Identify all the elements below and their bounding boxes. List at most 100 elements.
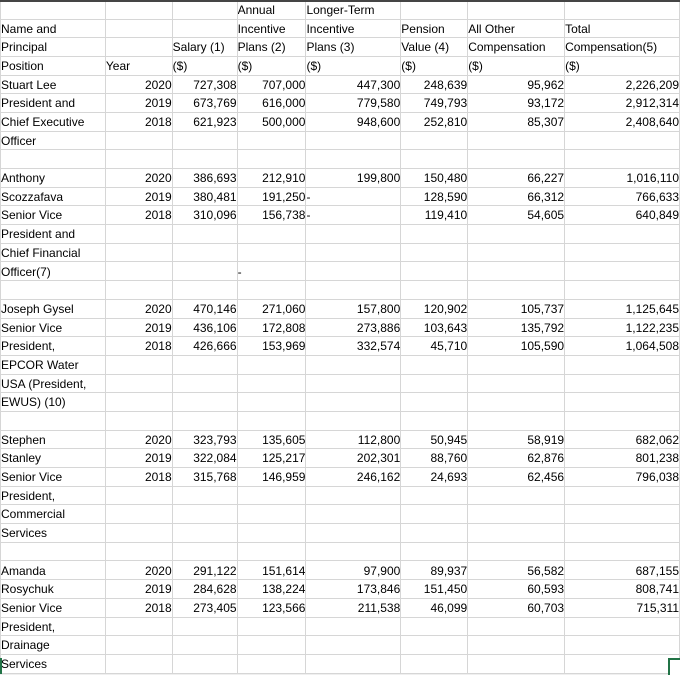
cell[interactable]: Year xyxy=(105,56,173,76)
cell[interactable]: - xyxy=(305,205,402,226)
cell[interactable] xyxy=(564,261,680,282)
cell[interactable]: Stuart Lee xyxy=(0,75,106,95)
cell[interactable] xyxy=(305,504,402,525)
cell[interactable]: 151,450 xyxy=(400,579,469,599)
cell[interactable]: - xyxy=(237,261,307,282)
cell[interactable]: 88,760 xyxy=(400,448,469,468)
cell[interactable] xyxy=(172,392,238,412)
cell[interactable] xyxy=(105,654,173,674)
cell[interactable] xyxy=(305,411,402,431)
cell[interactable] xyxy=(564,523,680,543)
cell[interactable]: 95,962 xyxy=(467,75,566,95)
cell[interactable] xyxy=(467,374,566,394)
cell[interactable] xyxy=(305,486,402,506)
cell[interactable] xyxy=(467,224,566,244)
cell[interactable]: 2020 xyxy=(105,75,173,95)
cell[interactable]: Scozzafava xyxy=(0,187,106,207)
cell[interactable] xyxy=(564,149,680,169)
cell[interactable]: 682,062 xyxy=(564,430,680,450)
cell[interactable] xyxy=(400,635,469,655)
cell[interactable] xyxy=(400,411,469,431)
cell[interactable] xyxy=(564,224,680,244)
cell[interactable] xyxy=(305,617,402,637)
cell[interactable]: 50,945 xyxy=(400,430,469,450)
cell[interactable]: 135,605 xyxy=(237,430,307,450)
cell[interactable]: 202,301 xyxy=(305,448,402,468)
cell[interactable]: Chief Financial xyxy=(0,243,106,263)
cell[interactable] xyxy=(237,542,307,562)
cell[interactable] xyxy=(172,2,238,20)
cell[interactable]: Pension xyxy=(400,19,469,39)
cell[interactable]: 105,590 xyxy=(467,336,566,356)
cell[interactable] xyxy=(237,523,307,543)
cell[interactable]: 380,481 xyxy=(172,187,238,207)
cell[interactable]: 62,876 xyxy=(467,448,566,468)
cell[interactable]: Joseph Gysel xyxy=(0,299,106,319)
cell[interactable]: 157,800 xyxy=(305,299,402,319)
cell[interactable]: Salary (1) xyxy=(172,37,238,57)
cell[interactable] xyxy=(237,654,307,674)
cell[interactable] xyxy=(172,355,238,375)
cell[interactable]: Plans (2) xyxy=(237,37,307,57)
cell[interactable] xyxy=(105,19,173,39)
cell[interactable] xyxy=(305,654,402,674)
cell[interactable] xyxy=(105,617,173,637)
cell[interactable] xyxy=(172,635,238,655)
cell[interactable]: 211,538 xyxy=(305,598,402,618)
cell[interactable] xyxy=(172,523,238,543)
cell[interactable] xyxy=(467,654,566,674)
cell[interactable]: 151,614 xyxy=(237,560,307,581)
cell[interactable]: 2019 xyxy=(105,448,173,468)
cell[interactable]: 796,038 xyxy=(564,467,680,487)
cell[interactable]: 2020 xyxy=(105,430,173,450)
cell[interactable]: Incentive xyxy=(305,19,402,39)
cell[interactable]: 616,000 xyxy=(237,93,307,113)
cell[interactable]: Compensation xyxy=(467,37,566,57)
cell[interactable]: ($) xyxy=(467,56,566,76)
cell[interactable]: 54,605 xyxy=(467,205,566,226)
cell[interactable] xyxy=(172,243,238,263)
cell[interactable]: 1,125,645 xyxy=(564,299,680,319)
cell[interactable]: 332,574 xyxy=(305,336,402,356)
cell[interactable] xyxy=(467,392,566,412)
cell[interactable]: 125,217 xyxy=(237,448,307,468)
cell[interactable]: Senior Vice xyxy=(0,205,106,226)
cell[interactable]: Name and xyxy=(0,19,106,39)
cell[interactable]: 2018 xyxy=(105,336,173,356)
cell[interactable]: 97,900 xyxy=(305,560,402,581)
cell[interactable] xyxy=(400,280,469,300)
cell[interactable] xyxy=(467,486,566,506)
cell[interactable]: 45,710 xyxy=(400,336,469,356)
cell[interactable]: 119,410 xyxy=(400,205,469,226)
cell[interactable]: 673,769 xyxy=(172,93,238,113)
cell[interactable]: 138,224 xyxy=(237,579,307,599)
cell[interactable]: 273,405 xyxy=(172,598,238,618)
cell[interactable] xyxy=(305,523,402,543)
cell[interactable] xyxy=(305,635,402,655)
cell[interactable]: President, xyxy=(0,617,106,637)
cell[interactable]: - xyxy=(305,187,402,207)
cell[interactable]: Officer xyxy=(0,131,106,151)
cell[interactable] xyxy=(467,635,566,655)
cell[interactable] xyxy=(400,392,469,412)
cell[interactable] xyxy=(105,523,173,543)
cell[interactable]: 948,600 xyxy=(305,112,402,132)
cell[interactable] xyxy=(467,261,566,282)
cell[interactable]: 779,580 xyxy=(305,93,402,113)
cell[interactable]: 2019 xyxy=(105,579,173,599)
cell[interactable]: Amanda xyxy=(0,560,106,581)
cell[interactable]: 621,923 xyxy=(172,112,238,132)
cell[interactable]: 24,693 xyxy=(400,467,469,487)
cell[interactable] xyxy=(105,486,173,506)
cell[interactable] xyxy=(467,149,566,169)
cell[interactable]: 146,959 xyxy=(237,467,307,487)
cell[interactable] xyxy=(172,374,238,394)
cell[interactable] xyxy=(467,2,566,20)
cell[interactable]: Principal xyxy=(0,37,106,57)
cell[interactable] xyxy=(467,131,566,151)
cell[interactable]: 2,408,640 xyxy=(564,112,680,132)
cell[interactable] xyxy=(400,542,469,562)
cell[interactable] xyxy=(237,486,307,506)
cell[interactable]: 727,308 xyxy=(172,75,238,95)
cell[interactable] xyxy=(467,280,566,300)
